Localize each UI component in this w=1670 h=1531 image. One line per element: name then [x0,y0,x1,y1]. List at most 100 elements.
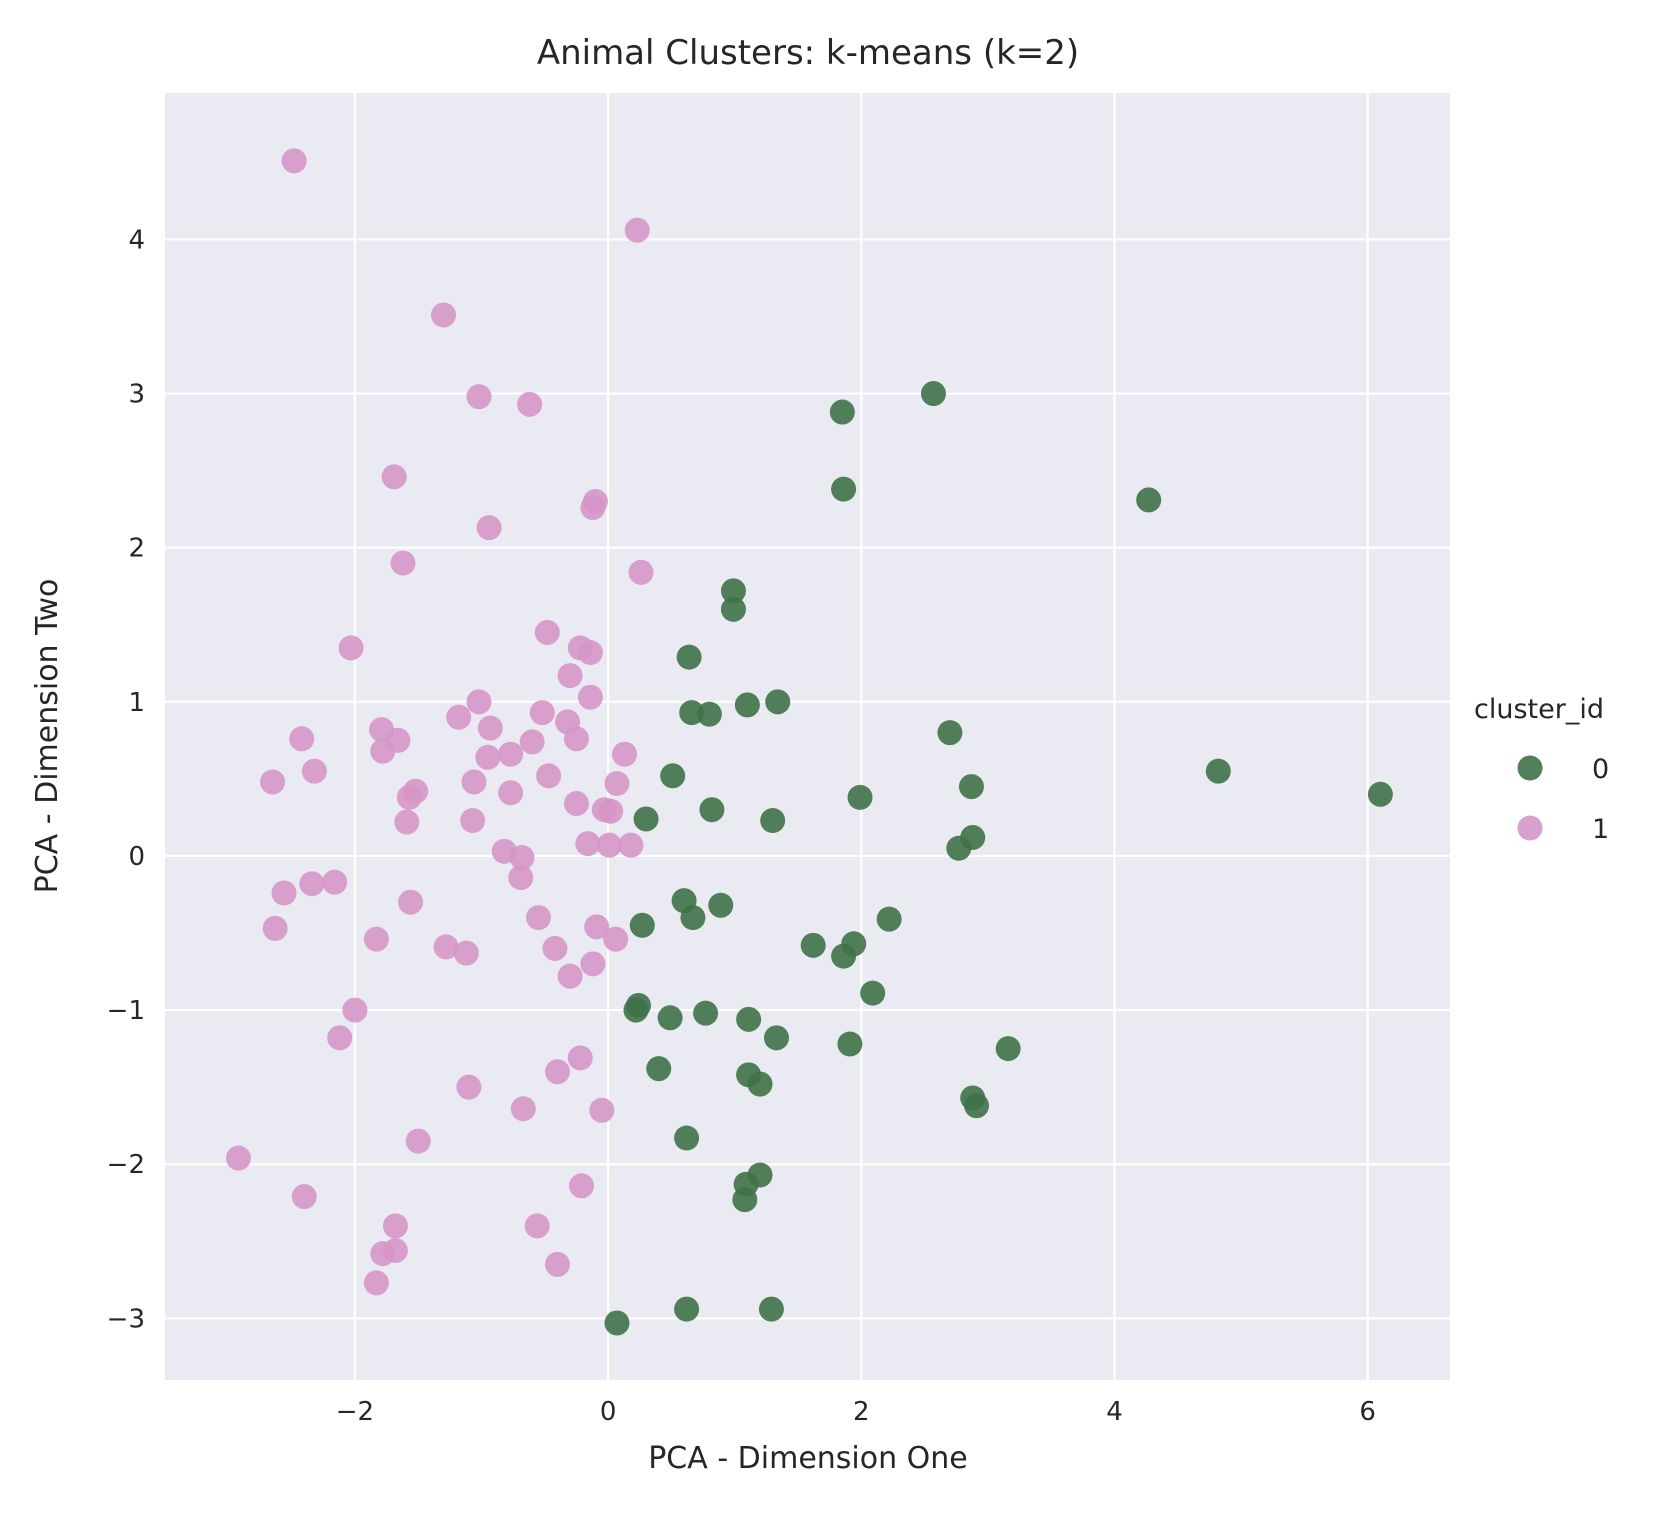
data-point-cluster-1 [466,689,492,715]
data-point-cluster-0 [964,1093,990,1119]
data-point-cluster-1 [542,935,568,961]
plot-area [165,93,1450,1380]
data-point-cluster-0 [657,1005,683,1031]
data-point-cluster-1 [524,1213,550,1239]
data-point-cluster-1 [342,997,368,1023]
data-point-cluster-1 [525,905,551,931]
data-point-cluster-1 [394,809,420,835]
data-point-cluster-1 [529,700,555,726]
data-point-cluster-0 [758,1296,784,1322]
data-point-cluster-1 [517,391,543,417]
data-point-cluster-1 [604,771,630,797]
y-tick-label: 3 [128,380,145,410]
data-point-cluster-0 [946,835,972,861]
data-point-cluster-1 [363,926,389,952]
data-point-cluster-0 [732,1187,758,1213]
data-point-cluster-0 [831,476,857,502]
data-point-cluster-0 [696,701,722,727]
data-point-cluster-0 [734,692,760,718]
data-point-cluster-0 [958,774,984,800]
data-point-cluster-0 [995,1036,1021,1062]
data-point-cluster-0 [720,578,746,604]
data-point-cluster-0 [676,644,702,670]
data-point-cluster-0 [1367,781,1393,807]
data-point-cluster-1 [544,1059,570,1085]
x-tick-label: 0 [600,1397,617,1427]
data-point-cluster-1 [618,832,644,858]
data-point-cluster-0 [674,1125,700,1151]
data-point-cluster-1 [225,1145,251,1171]
data-point-cluster-1 [460,808,486,834]
y-tick-label: −3 [107,1304,145,1334]
data-point-cluster-1 [299,871,325,897]
data-point-cluster-1 [370,738,396,764]
data-point-cluster-1 [291,1184,317,1210]
y-tick-label: 1 [128,688,145,718]
data-point-cluster-0 [937,720,963,746]
chart-title: Animal Clusters: k-means (k=2) [537,33,1079,73]
data-point-cluster-1 [396,784,422,810]
data-point-cluster-1 [508,865,534,891]
data-point-cluster-0 [680,905,706,931]
data-point-cluster-0 [760,808,786,834]
x-axis-label: PCA - Dimension One [648,1441,968,1476]
data-point-cluster-1 [577,684,603,710]
data-point-cluster-1 [431,302,457,328]
data-point-cluster-1 [262,915,288,941]
data-point-cluster-1 [327,1025,353,1051]
legend-title: cluster_id [1474,694,1604,725]
data-point-cluster-0 [633,806,659,832]
data-point-cluster-0 [708,892,734,918]
data-point-cluster-1 [446,704,472,730]
data-point-cluster-1 [575,831,601,857]
data-point-cluster-1 [557,663,583,689]
y-tick-label: 2 [128,534,145,564]
data-point-cluster-1 [475,744,501,770]
data-point-cluster-1 [603,926,629,952]
legend-label-cluster-0: 0 [1592,754,1609,785]
data-point-cluster-0 [1136,487,1162,513]
data-point-cluster-0 [763,1025,789,1051]
data-point-cluster-1 [569,1173,595,1199]
data-point-cluster-1 [584,914,610,940]
data-point-cluster-1 [476,515,502,541]
data-point-cluster-1 [596,832,622,858]
data-point-cluster-1 [544,1251,570,1277]
data-point-cluster-1 [580,951,606,977]
data-point-cluster-0 [920,381,946,407]
y-tick-label: 4 [128,225,145,255]
data-point-cluster-0 [837,1031,863,1057]
data-point-cluster-1 [271,880,297,906]
data-point-cluster-0 [699,797,725,823]
data-point-cluster-0 [625,992,651,1018]
data-point-cluster-0 [800,932,826,958]
data-point-cluster-1 [398,889,424,915]
data-point-cluster-1 [260,769,286,795]
data-point-cluster-1 [498,780,524,806]
data-point-cluster-1 [589,1097,615,1123]
x-tick-label: 6 [1359,1397,1376,1427]
y-tick-label: −2 [107,1150,145,1180]
data-point-cluster-1 [557,963,583,989]
data-point-cluster-1 [628,559,654,585]
data-point-cluster-1 [510,1096,536,1122]
data-point-cluster-1 [624,217,650,243]
x-tick-label: 2 [853,1397,870,1427]
data-point-cluster-0 [660,763,686,789]
data-point-cluster-1 [281,148,307,174]
y-tick-label: −1 [107,996,145,1026]
data-point-cluster-0 [765,689,791,715]
data-point-cluster-1 [382,1213,408,1239]
data-point-cluster-0 [674,1296,700,1322]
data-point-cluster-1 [338,635,364,661]
data-points [225,148,1393,1336]
data-point-cluster-1 [405,1128,431,1154]
data-point-cluster-1 [453,940,479,966]
data-point-cluster-0 [831,943,857,969]
data-point-cluster-1 [322,869,348,895]
legend-marker-cluster-0 [1517,755,1543,781]
data-point-cluster-1 [382,1238,408,1264]
x-tick-label: −2 [336,1397,374,1427]
data-point-cluster-0 [876,906,902,932]
